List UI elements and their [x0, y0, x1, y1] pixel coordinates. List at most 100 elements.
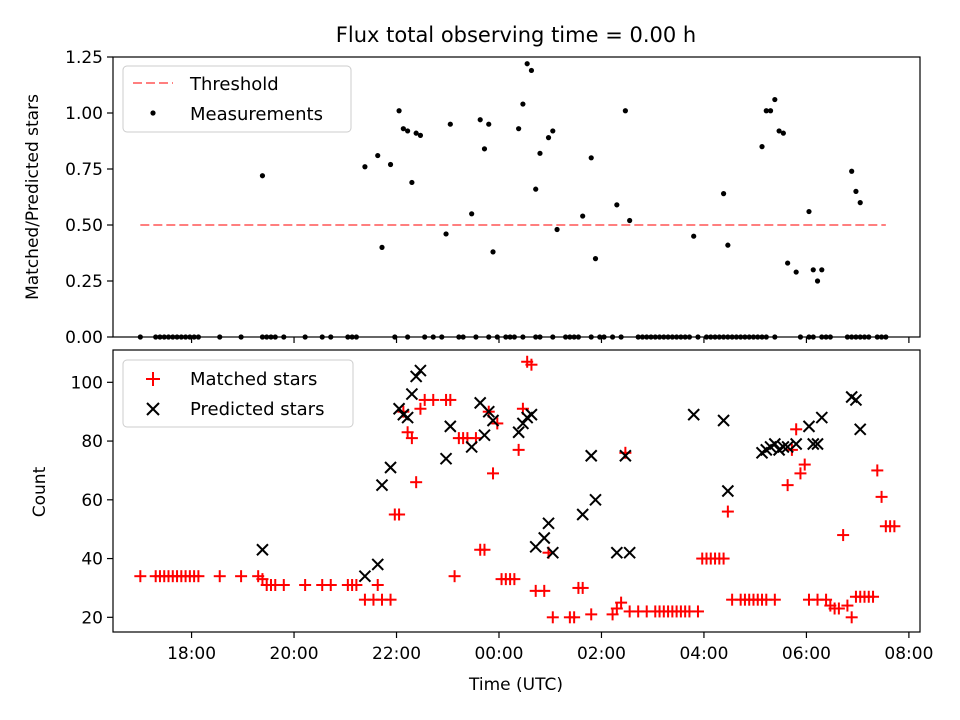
measurement-point: [392, 334, 398, 340]
measurement-point: [511, 334, 517, 340]
measurement-point: [503, 334, 509, 340]
matched-star-point: [832, 602, 845, 615]
measurement-point: [137, 334, 143, 340]
measurement-point: [857, 334, 863, 340]
measurement-point: [238, 334, 244, 340]
matched-star-point: [717, 552, 730, 565]
predicted-star-point: [849, 393, 863, 407]
measurement-point: [456, 334, 462, 340]
measurement-point: [878, 334, 885, 340]
predicted-star-point: [717, 414, 730, 427]
measurement-point: [417, 132, 424, 138]
x-tick-label: 08:00: [884, 644, 933, 664]
measurement-point: [806, 208, 812, 215]
measurement-point: [695, 334, 701, 340]
matched-star-point: [768, 593, 781, 606]
measurement-point: [264, 334, 270, 340]
predicted-star-point: [525, 408, 538, 421]
count-legend: Matched stars Predicted stars: [122, 359, 354, 428]
predicted-star-point: [542, 517, 555, 530]
matched-star-point: [798, 458, 811, 471]
measurement-point: [772, 334, 778, 340]
matched-star-point: [871, 464, 884, 477]
matched-star-point: [576, 581, 589, 594]
predicted-star-point: [802, 420, 816, 433]
measurement-point: [165, 334, 172, 340]
measurement-point: [716, 334, 722, 340]
measurement-point: [785, 260, 791, 266]
matched-star-point: [867, 590, 880, 603]
ratio-y-tick-label: 0.50: [65, 216, 103, 236]
measurement-point: [674, 334, 680, 340]
predicted-star-point: [619, 449, 632, 462]
legend-predicted-swatch: [146, 402, 160, 416]
predicted-star-point: [789, 437, 803, 451]
predicted-star-point: [610, 546, 624, 559]
matched-star-point: [393, 508, 406, 521]
predicted-star-point: [439, 452, 453, 465]
measurement-point: [494, 334, 500, 340]
measurement-point: [609, 334, 616, 340]
ratio-y-tick-label: 1.00: [65, 104, 103, 124]
measurement-point: [477, 117, 483, 123]
measurement-point: [349, 334, 355, 340]
predicted-star-point: [358, 569, 372, 583]
measurement-point: [533, 334, 539, 340]
matched-star-point: [512, 443, 525, 456]
measurement-point: [883, 334, 889, 340]
measurement-point: [469, 211, 475, 217]
x-tick-label: 02:00: [577, 644, 626, 664]
measurement-point: [563, 334, 569, 340]
measurement-point: [362, 164, 368, 170]
measurement-point: [874, 334, 880, 340]
measurement-point: [281, 334, 287, 340]
measurement-point: [639, 334, 646, 340]
matched-star-point: [235, 570, 248, 583]
measurement-point: [656, 334, 663, 340]
measurement-point: [537, 150, 543, 156]
measurement-point: [533, 186, 539, 192]
count-y-ticks: 20 40 60 80 100: [71, 373, 113, 628]
measurement-point: [767, 108, 774, 114]
measurement-point: [259, 173, 266, 179]
measurement-point: [597, 334, 603, 340]
measurement-point: [554, 226, 560, 233]
predicted-star-point: [768, 437, 782, 451]
predicted-star-point: [777, 440, 790, 454]
matched-star-point: [410, 476, 423, 489]
measurement-point: [763, 108, 769, 114]
measurement-point: [738, 334, 744, 340]
measurement-point: [627, 217, 633, 224]
predicted-star-point: [371, 558, 384, 571]
matched-star-point: [845, 611, 858, 624]
measurement-point: [866, 334, 872, 340]
ratio-y-tick-label: 1.25: [65, 48, 103, 68]
count-y-tick-label: 40: [81, 550, 103, 570]
matched-star-point: [448, 570, 461, 583]
matched-star-point: [350, 579, 363, 591]
measurement-point: [793, 269, 799, 275]
measurement-point: [857, 200, 863, 206]
measurement-point: [644, 334, 650, 340]
predicted-stars-points: [256, 364, 867, 583]
legend-measurements-swatch: [150, 110, 156, 116]
measurement-point: [413, 130, 419, 136]
predicted-star-point: [444, 420, 457, 433]
chart-title: Flux total observing time = 0.00 h: [336, 23, 696, 47]
measurement-point: [703, 334, 710, 340]
measurement-point: [661, 334, 667, 340]
predicted-star-point: [807, 437, 820, 451]
predicted-star-point: [512, 426, 525, 439]
ratio-y-tick-label: 0.75: [65, 160, 103, 180]
predicted-star-point: [576, 508, 589, 521]
legend-measurements-label: Measurements: [190, 104, 323, 125]
measurement-point: [618, 334, 624, 340]
measurement-point: [302, 334, 308, 340]
measurement-point: [195, 334, 201, 340]
measurement-point: [405, 334, 411, 340]
predicted-star-point: [815, 411, 829, 424]
measurement-point: [720, 191, 727, 197]
measurement-point: [853, 188, 859, 194]
measurement-point: [853, 334, 859, 340]
measurement-point: [460, 334, 466, 340]
